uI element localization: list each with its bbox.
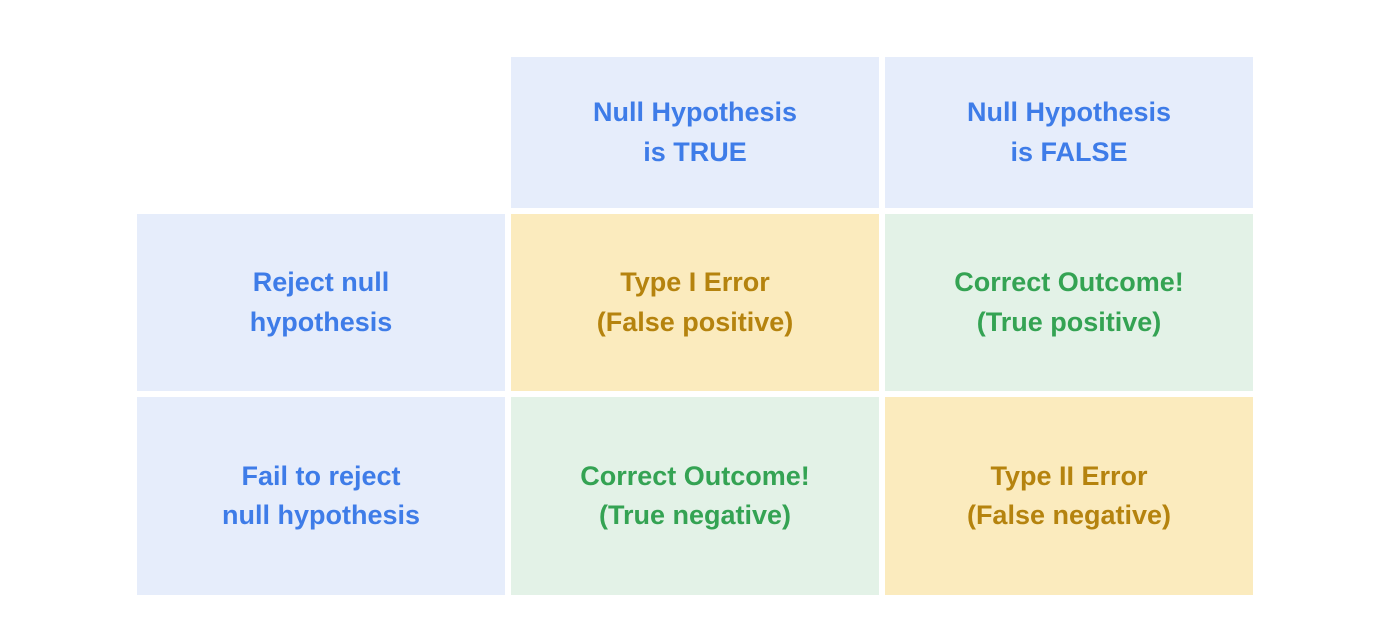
cell-type-1-error: Type I Error (False positive) — [511, 214, 879, 391]
column-header-line1: Null Hypothesis — [966, 97, 1172, 128]
row-header-reject-null: Reject null hypothesis — [137, 214, 505, 391]
cell-title: Correct Outcome! — [580, 460, 810, 491]
cell-subtitle: (False negative) — [966, 500, 1172, 530]
column-header-line2: is TRUE — [643, 136, 747, 167]
column-header-null-false: Null Hypothesis is FALSE — [885, 57, 1253, 208]
column-header-line2: is FALSE — [1010, 136, 1128, 167]
cell-title: Type II Error — [990, 460, 1148, 491]
row-header-line2: null hypothesis — [221, 500, 421, 530]
row-header-fail-to-reject: Fail to reject null hypothesis — [137, 397, 505, 595]
column-header-null-true: Null Hypothesis is TRUE — [511, 57, 879, 208]
matrix-grid: Null Hypothesis is TRUE Null Hypothesis … — [137, 57, 1253, 595]
corner-spacer — [137, 57, 505, 208]
cell-subtitle: (True positive) — [976, 306, 1162, 337]
cell-subtitle: (False positive) — [596, 306, 794, 337]
row-header-line1: Reject null — [252, 267, 390, 298]
cell-subtitle: (True negative) — [598, 500, 792, 530]
cell-true-positive: Correct Outcome! (True positive) — [885, 214, 1253, 391]
row-header-line2: hypothesis — [249, 306, 393, 337]
row-header-line1: Fail to reject — [241, 460, 401, 491]
cell-title: Type I Error — [620, 267, 770, 298]
cell-title: Correct Outcome! — [954, 267, 1184, 298]
cell-type-2-error: Type II Error (False negative) — [885, 397, 1253, 595]
column-header-line1: Null Hypothesis — [592, 97, 798, 128]
cell-true-negative: Correct Outcome! (True negative) — [511, 397, 879, 595]
